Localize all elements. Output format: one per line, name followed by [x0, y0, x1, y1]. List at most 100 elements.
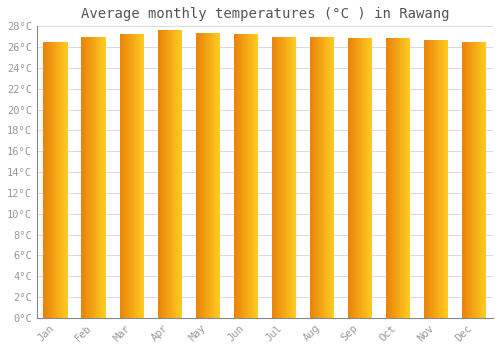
Bar	[127, 34, 128, 318]
Bar	[166, 30, 168, 318]
Bar	[61, 42, 62, 318]
Bar	[249, 34, 250, 318]
Bar	[434, 40, 435, 318]
Bar	[310, 37, 312, 318]
Bar	[217, 33, 218, 318]
Bar	[273, 37, 274, 318]
Bar	[272, 37, 273, 318]
Bar	[122, 34, 123, 318]
Bar	[172, 30, 173, 318]
Bar	[424, 40, 426, 318]
Bar	[51, 42, 52, 318]
Bar	[466, 42, 468, 318]
Bar	[482, 42, 483, 318]
Bar	[94, 37, 96, 318]
Bar	[252, 34, 254, 318]
Bar	[135, 34, 136, 318]
Bar	[103, 37, 104, 318]
Bar	[199, 33, 200, 318]
Bar	[485, 42, 486, 318]
Bar	[359, 38, 360, 318]
Bar	[393, 38, 394, 318]
Bar	[160, 30, 161, 318]
Bar	[132, 34, 134, 318]
Bar	[98, 37, 99, 318]
Bar	[159, 30, 160, 318]
Bar	[237, 34, 238, 318]
Bar	[175, 30, 176, 318]
Bar	[198, 33, 199, 318]
Bar	[50, 42, 51, 318]
Bar	[483, 42, 484, 318]
Bar	[65, 42, 66, 318]
Bar	[250, 34, 251, 318]
Bar	[62, 42, 63, 318]
Bar	[48, 42, 49, 318]
Bar	[408, 38, 410, 318]
Bar	[207, 33, 208, 318]
Bar	[476, 42, 478, 318]
Bar	[394, 38, 396, 318]
Bar	[162, 30, 164, 318]
Bar	[392, 38, 393, 318]
Bar	[248, 34, 249, 318]
Bar	[238, 34, 240, 318]
Bar	[141, 34, 142, 318]
Bar	[56, 42, 58, 318]
Bar	[484, 42, 485, 318]
Bar	[236, 34, 237, 318]
Bar	[288, 37, 289, 318]
Bar	[441, 40, 442, 318]
Bar	[284, 37, 285, 318]
Bar	[165, 30, 166, 318]
Bar	[404, 38, 406, 318]
Bar	[59, 42, 60, 318]
Bar	[356, 38, 358, 318]
Bar	[475, 42, 476, 318]
Bar	[208, 33, 210, 318]
Bar	[240, 34, 241, 318]
Bar	[323, 37, 324, 318]
Bar	[472, 42, 473, 318]
Bar	[242, 34, 244, 318]
Bar	[211, 33, 212, 318]
Bar	[55, 42, 56, 318]
Bar	[275, 37, 276, 318]
Bar	[210, 33, 211, 318]
Bar	[354, 38, 355, 318]
Bar	[366, 38, 368, 318]
Bar	[218, 33, 220, 318]
Bar	[317, 37, 318, 318]
Bar	[282, 37, 283, 318]
Bar	[355, 38, 356, 318]
Bar	[93, 37, 94, 318]
Bar	[435, 40, 436, 318]
Bar	[212, 33, 213, 318]
Bar	[54, 42, 55, 318]
Bar	[251, 34, 252, 318]
Bar	[176, 30, 178, 318]
Bar	[358, 38, 359, 318]
Bar	[256, 34, 258, 318]
Bar	[430, 40, 431, 318]
Bar	[158, 30, 159, 318]
Bar	[396, 38, 397, 318]
Bar	[245, 34, 246, 318]
Bar	[83, 37, 84, 318]
Bar	[470, 42, 471, 318]
Bar	[352, 38, 354, 318]
Bar	[92, 37, 93, 318]
Bar	[100, 37, 102, 318]
Bar	[403, 38, 404, 318]
Bar	[350, 38, 351, 318]
Bar	[478, 42, 479, 318]
Bar	[314, 37, 316, 318]
Bar	[471, 42, 472, 318]
Bar	[85, 37, 86, 318]
Bar	[361, 38, 362, 318]
Bar	[161, 30, 162, 318]
Bar	[142, 34, 144, 318]
Bar	[468, 42, 469, 318]
Bar	[104, 37, 106, 318]
Bar	[280, 37, 281, 318]
